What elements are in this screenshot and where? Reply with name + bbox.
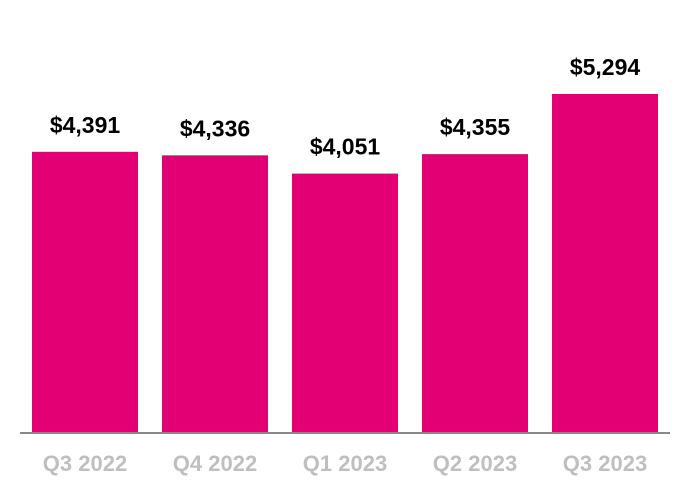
x-tick-label: Q3 2022 [43, 451, 127, 476]
value-label: $4,336 [180, 115, 250, 141]
value-label: $5,294 [570, 54, 641, 80]
x-tick-label: Q2 2023 [433, 451, 517, 476]
x-tick-label: Q3 2023 [563, 451, 647, 476]
bar [552, 94, 658, 433]
bar [162, 155, 268, 434]
bar [422, 154, 528, 433]
bar [32, 151, 138, 434]
x-tick-label: Q4 2022 [173, 451, 257, 476]
bar [292, 173, 398, 433]
value-label: $4,391 [50, 112, 121, 138]
value-label: $4,051 [310, 134, 381, 160]
value-label: $4,355 [440, 114, 511, 140]
x-tick-label: Q1 2023 [303, 451, 387, 476]
